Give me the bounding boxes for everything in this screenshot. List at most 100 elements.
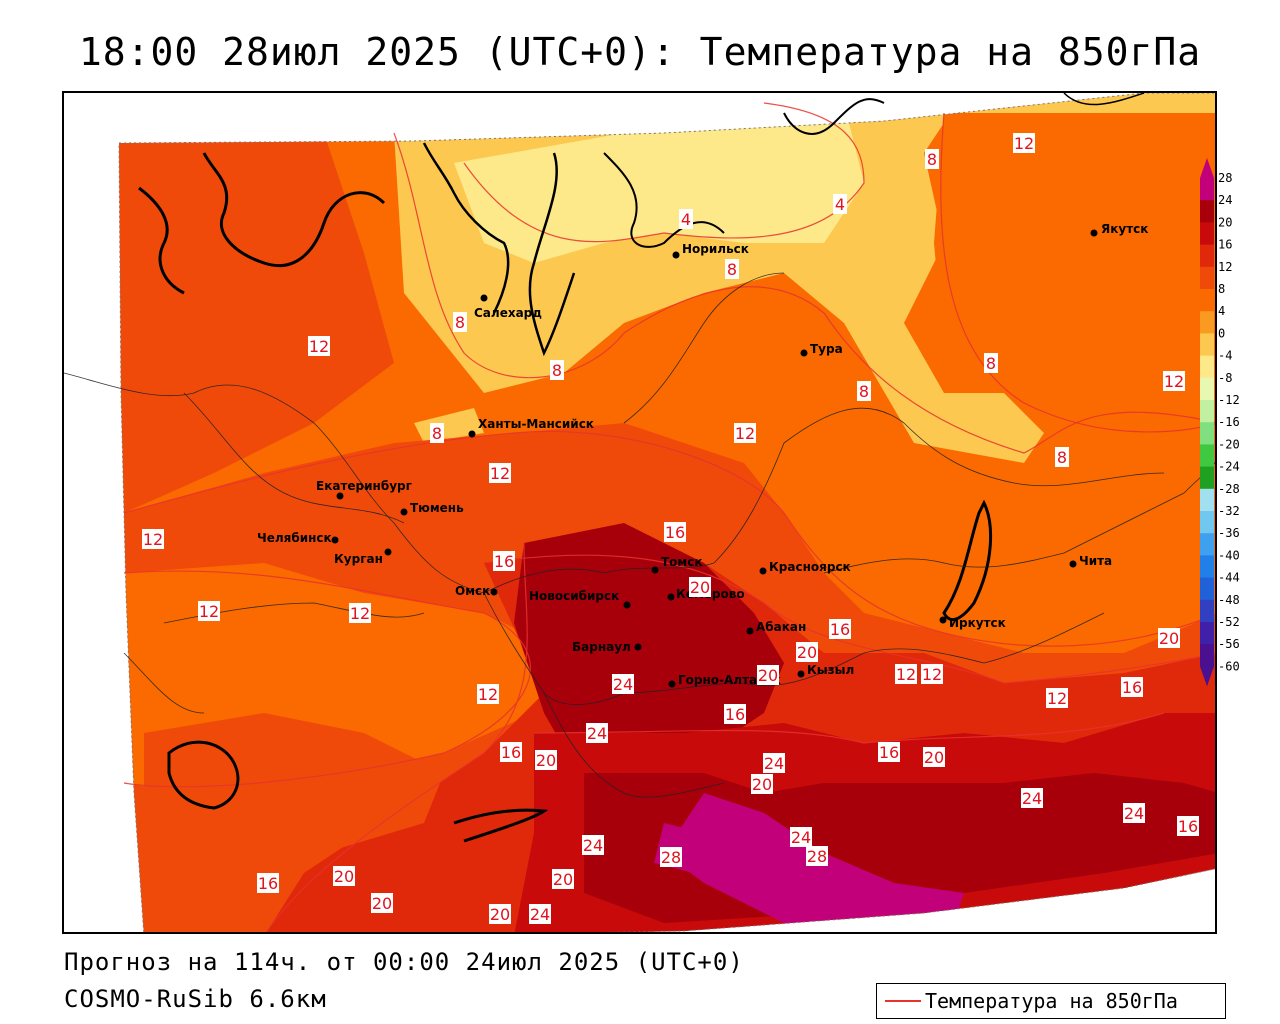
isotherm-value-label: 20 [751,774,773,794]
city-tyumen: Тюмень [400,501,464,516]
isotherm-value-label: 8 [857,381,871,401]
svg-text:24: 24 [791,828,811,847]
svg-text:12: 12 [922,665,942,684]
colorbar-segment [1200,644,1214,667]
isotherm-value-label: 12 [1163,371,1185,391]
city-yakutsk: Якутск [1090,222,1148,237]
svg-text:20: 20 [752,775,772,794]
isotherm-value-label: 16 [257,873,279,893]
isotherm-value-label: 20 [757,665,779,685]
colorbar-tick-label: -60 [1218,659,1240,673]
isotherm-value-label: 8 [925,149,939,169]
colorbar-tick-label: -24 [1218,460,1240,474]
isotherm-value-label: 8 [725,259,739,279]
svg-text:8: 8 [727,260,737,279]
coastlines [138,93,1145,843]
isotherm-value-label: 16 [878,742,900,762]
colorbar-segment [1200,599,1214,623]
svg-text:Новосибирск: Новосибирск [529,589,619,603]
svg-text:12: 12 [199,602,219,621]
isotherm-value-label: 12 [308,336,330,356]
city-markers: Салехард Норильск Якутск Тура Ханты-Манс… [257,222,1148,688]
colorbar-tick-label: -4 [1218,349,1232,363]
svg-text:Горно-Алтайск: Горно-Алтайск [678,673,781,687]
isotherm-value-label: 16 [724,704,746,724]
svg-text:24: 24 [1022,789,1042,808]
isotherm-value-label: 8 [984,353,998,373]
svg-text:Екатеринбург: Екатеринбург [316,479,412,493]
colorbar-segment [1200,333,1214,357]
isotherm-value-label: 24 [1021,788,1043,808]
svg-text:28: 28 [807,847,827,866]
colorbar-segment [1200,511,1214,534]
isotherm-value-label: 24 [790,827,812,847]
colorbar-segment [1200,577,1214,601]
svg-text:12: 12 [490,464,510,483]
svg-text:Курган: Курган [334,552,383,566]
colorbar-segment [1200,289,1214,312]
city-salekhard: Салехард [474,294,542,320]
city-chelyabinsk: Челябинск [257,531,339,545]
svg-text:20: 20 [334,867,354,886]
colorbar-tick-label: -16 [1218,415,1240,429]
isotherm-value-label: 20 [333,866,355,886]
svg-text:Красноярск: Красноярск [769,560,851,574]
colorbar-tick-label: -8 [1218,371,1232,385]
colorbar-tick-label: -44 [1218,571,1240,585]
temperature-field [119,93,1215,932]
colorbar-tick-label: -40 [1218,548,1240,562]
city-norilsk: Норильск [672,242,749,259]
svg-text:Тура: Тура [810,342,843,356]
svg-text:Тюмень: Тюмень [410,501,464,515]
forecast-info: Прогноз на 114ч. от 00:00 24июл 2025 (UT… [64,948,744,976]
model-domain-boundary [118,93,1215,932]
colorbar-tick-label: 4 [1218,304,1225,318]
isotherm-value-label: 20 [1158,628,1180,648]
colorbar-segment [1200,533,1214,556]
svg-text:Якутск: Якутск [1101,222,1148,236]
isotherm-value-label: 24 [1123,803,1145,823]
svg-text:16: 16 [830,620,850,639]
isotherm-value-label: 12 [734,423,756,443]
model-info: COSMO-RuSib 6.6км [64,985,327,1013]
isotherm-value-label: 12 [489,463,511,483]
colorbar-tick-label: 24 [1218,193,1232,207]
svg-text:16: 16 [665,523,685,542]
svg-text:20: 20 [797,643,817,662]
svg-text:16: 16 [725,705,745,724]
isotherm-value-label: 20 [535,750,557,770]
isotherm-value-label: 12 [921,664,943,684]
isotherm-value-label: 28 [806,846,828,866]
svg-text:16: 16 [258,874,278,893]
svg-text:20: 20 [1159,629,1179,648]
isotherm-labels: 12 8 4 4 8 12 8 8 8 8 8 12 12 8 12 12 12 16 16 20 16 12 12 12 16… [142,133,1199,924]
svg-text:12: 12 [1164,372,1184,391]
svg-text:16: 16 [501,743,521,762]
colorbar-segment [1200,355,1214,379]
svg-text:Иркутск: Иркутск [949,616,1006,630]
svg-text:16: 16 [1122,678,1142,697]
colorbar-tick-label: -12 [1218,393,1240,407]
svg-text:12: 12 [350,604,370,623]
colorbar-tick-label: 12 [1218,260,1232,274]
colorbar-segment [1200,244,1214,268]
isotherm-value-label: 20 [371,893,393,913]
colorbar-top-arrow [1200,158,1214,178]
isotherm-value-label: 12 [1013,133,1035,153]
svg-text:12: 12 [1047,689,1067,708]
isotherm-lines [123,102,1215,932]
isotherm-value-label: 4 [833,194,847,214]
svg-text:Норильск: Норильск [682,242,749,256]
colorbar-tick-label: 16 [1218,238,1232,252]
isotherm-value-label: 16 [1177,816,1199,836]
legend: Температура на 850гПа [876,983,1226,1019]
svg-text:Барнаул: Барнаул [572,640,631,654]
city-irkutsk: Иркутск [939,616,1006,630]
svg-text:Абакан: Абакан [756,620,806,634]
svg-text:24: 24 [1124,804,1144,823]
colorbar-segment [1200,266,1214,290]
svg-text:8: 8 [552,361,562,380]
svg-text:20: 20 [490,905,510,924]
svg-text:16: 16 [494,552,514,571]
isotherm-value-label: 20 [923,747,945,767]
